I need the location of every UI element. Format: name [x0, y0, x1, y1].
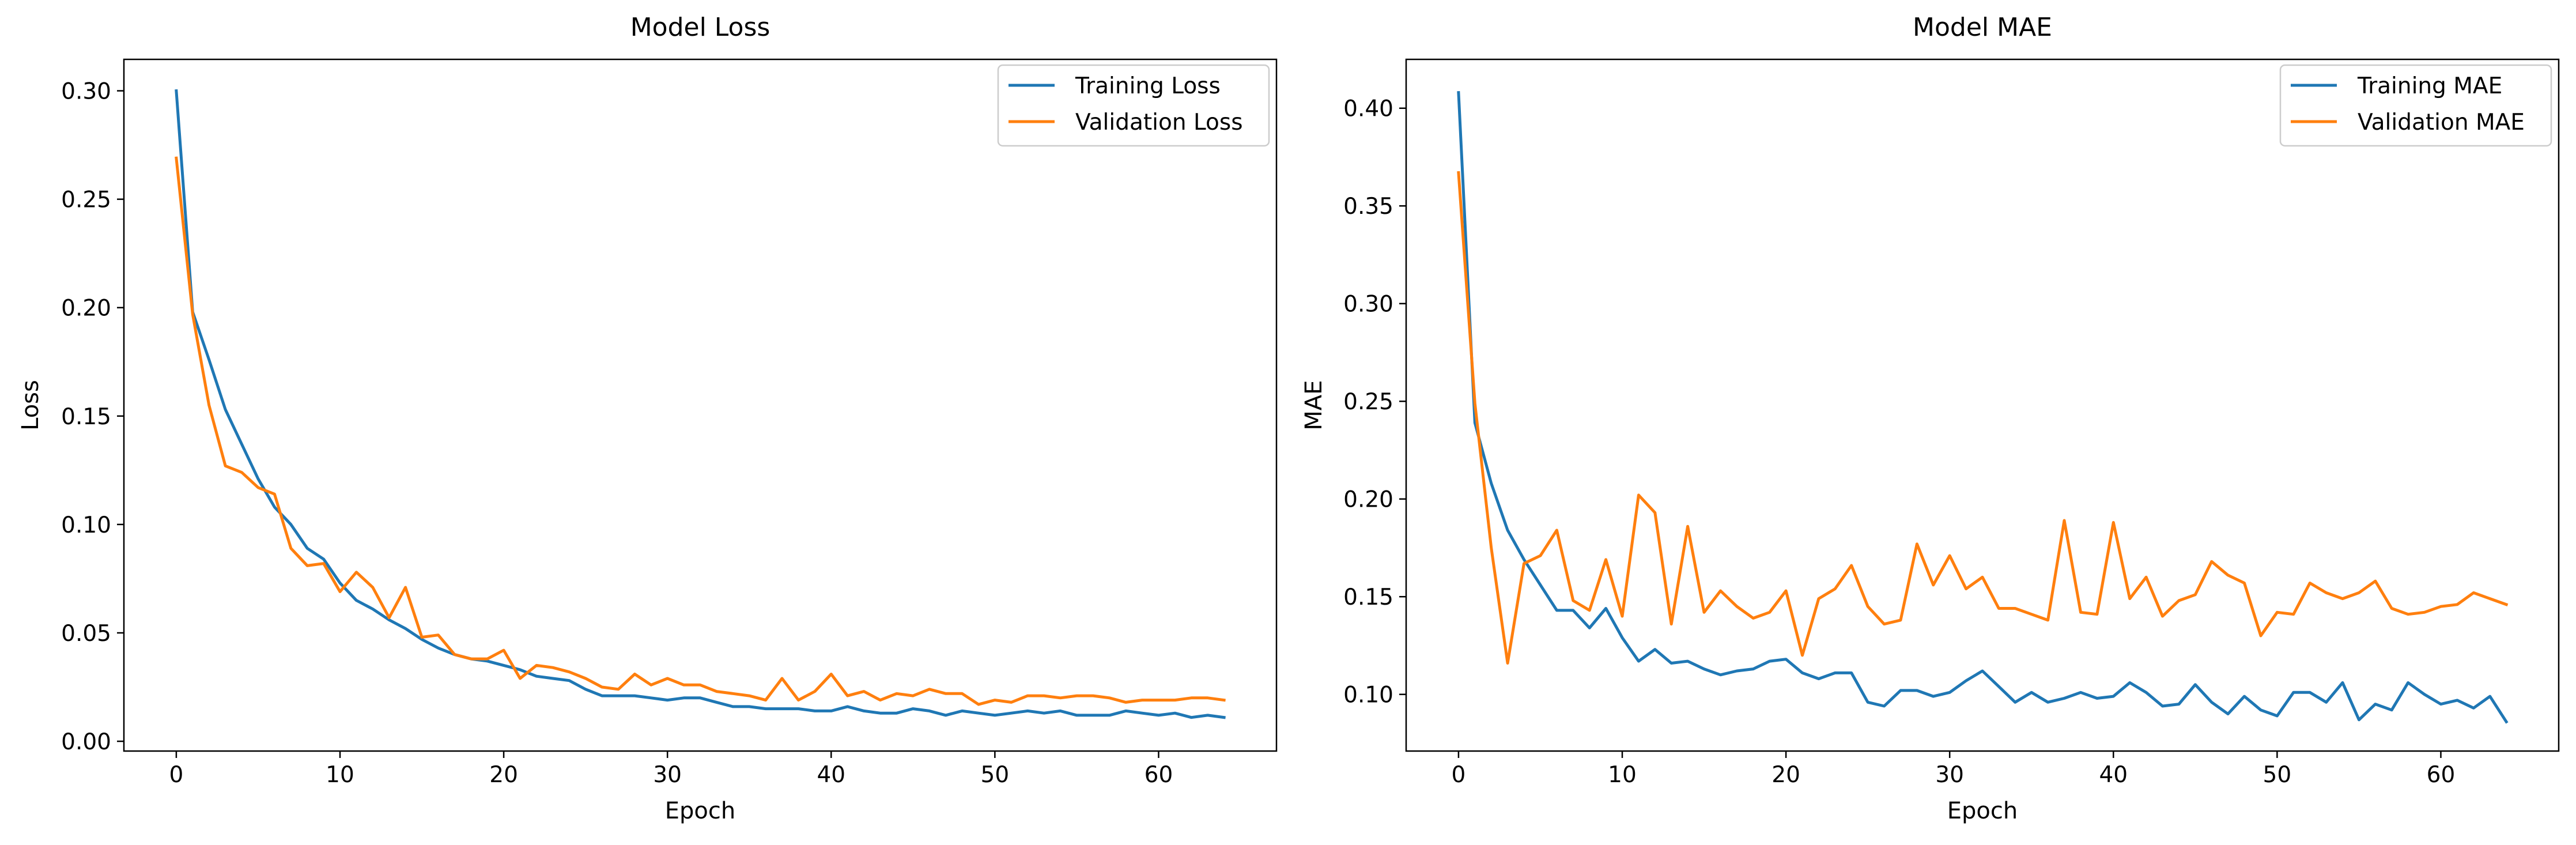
mae-chart-ticks: 0 10 20 30 40 50 60 0.10 0.15 0.20 0.25 0.30 0.35 0.4… — [1343, 96, 2455, 788]
mae-chart-frame — [1405, 58, 2560, 752]
mae-legend-training-label: Training MAE — [2357, 73, 2502, 99]
mae-chart-ylabel: MAE — [1301, 380, 1327, 430]
loss-xtick-label: 40 — [817, 762, 845, 788]
loss-ytick-label: 0.25 — [61, 187, 111, 213]
loss-chart-lines — [175, 89, 1226, 719]
loss-xtick-label: 30 — [653, 762, 682, 788]
loss-ytick-label: 0.15 — [61, 404, 111, 430]
mae-legend-box — [2279, 64, 2552, 147]
loss-training-line — [175, 89, 1226, 719]
loss-chart-ticks: 0 10 20 30 40 50 60 0.00 0.05 0.10 0.15 0.20 0.25 0.3… — [61, 79, 1173, 788]
loss-chart-ylabel: Loss — [17, 380, 44, 431]
mae-ytick-label: 0.15 — [1343, 584, 1393, 610]
loss-chart-panel: Model Loss 0 10 20 30 40 50 60 0.00 0.05 0.10 0.15… — [17, 13, 1278, 824]
mae-ytick-label: 0.40 — [1343, 96, 1393, 122]
loss-ytick-label: 0.30 — [61, 79, 111, 105]
loss-chart-xlabel: Epoch — [665, 798, 735, 824]
mae-xtick-label: 30 — [1935, 762, 1964, 788]
mae-xtick-label: 10 — [1608, 762, 1637, 788]
loss-xtick-label: 10 — [326, 762, 354, 788]
loss-validation-line — [175, 156, 1226, 706]
loss-xtick-label: 60 — [1145, 762, 1173, 788]
mae-xtick-label: 40 — [2099, 762, 2128, 788]
loss-legend-training-label: Training Loss — [1075, 73, 1221, 99]
mae-xtick-label: 0 — [1451, 762, 1465, 788]
loss-chart-frame — [123, 58, 1278, 752]
loss-ytick-label: 0.20 — [61, 296, 111, 322]
mae-legend-validation-label: Validation MAE — [2358, 110, 2525, 135]
loss-ytick-label: 0.05 — [61, 621, 111, 647]
loss-xtick-label: 50 — [981, 762, 1010, 788]
loss-ytick-label: 0.00 — [61, 729, 111, 755]
mae-xtick-label: 20 — [1772, 762, 1800, 788]
loss-legend-validation-label: Validation Loss — [1075, 110, 1243, 135]
mae-chart-legend: Training MAE Validation MAE — [2279, 64, 2552, 147]
mae-ytick-label: 0.10 — [1343, 682, 1393, 708]
mae-xtick-label: 50 — [2263, 762, 2292, 788]
loss-chart-legend: Training Loss Validation Loss — [997, 64, 1270, 147]
mae-ytick-label: 0.25 — [1343, 389, 1393, 415]
loss-xtick-label: 20 — [489, 762, 518, 788]
mae-ytick-label: 0.30 — [1343, 292, 1393, 318]
mae-validation-line — [1457, 171, 2509, 665]
mae-chart-xlabel: Epoch — [1947, 798, 2018, 824]
mae-ytick-label: 0.20 — [1343, 487, 1393, 513]
mae-xtick-label: 60 — [2427, 762, 2456, 788]
mae-chart-panel: Model MAE 0 10 20 30 40 50 600.100.150.200.250… — [1301, 13, 2560, 824]
mae-training-line — [1457, 90, 2509, 724]
loss-ytick-label: 0.10 — [61, 512, 111, 538]
loss-xtick-label: 0 — [169, 762, 183, 788]
mae-chart-lines — [1457, 90, 2509, 724]
mae-ytick-label: 0.35 — [1343, 194, 1393, 220]
mae-chart-title: Model MAE — [1913, 13, 2052, 42]
loss-chart-title: Model Loss — [630, 13, 770, 42]
loss-legend-box — [997, 64, 1270, 147]
